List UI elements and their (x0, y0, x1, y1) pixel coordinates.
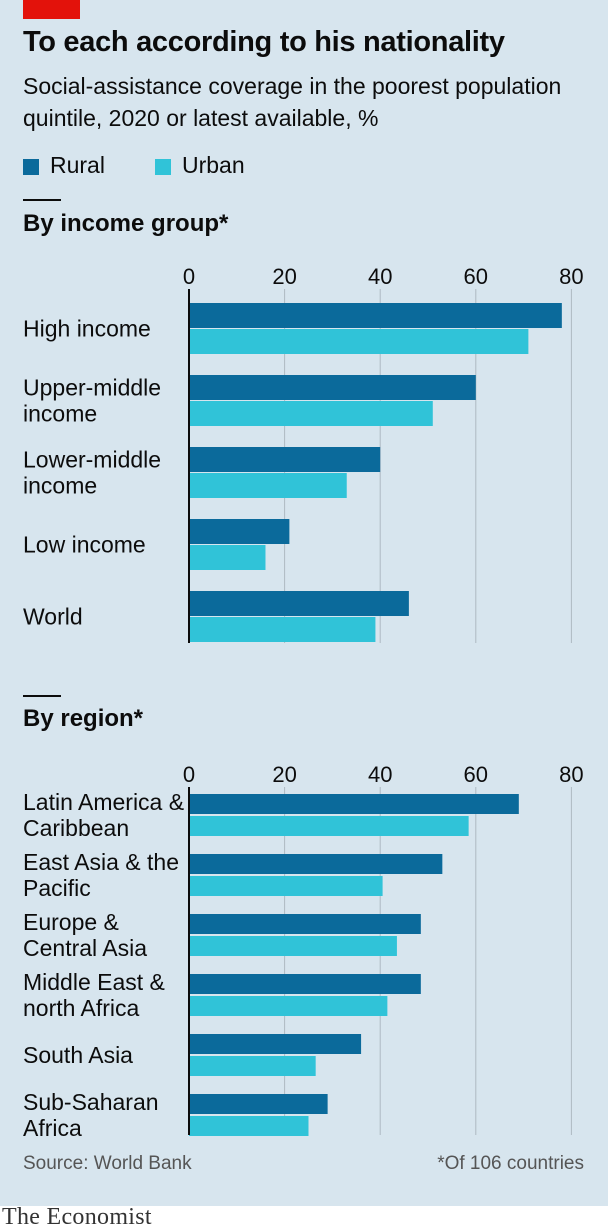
bar-urban-high-income (189, 329, 529, 354)
chart-card: To each according to his nationality Soc… (0, 0, 608, 1206)
category-label-south-asia: South Asia (23, 1042, 133, 1068)
tick-label-40: 40 (368, 762, 392, 787)
bar-urban-upper-middle-income (189, 401, 433, 426)
bar-urban-world (189, 617, 376, 642)
bar-urban-low-income (189, 545, 266, 570)
category-label-upper-middle-income: Upper-middle income (23, 375, 161, 427)
tick-label-80: 80 (559, 264, 583, 289)
legend-swatch-rural (23, 159, 39, 175)
bar-urban-east-asia-the-pacific (189, 876, 383, 896)
bar-rural-middle-east-north-africa (189, 974, 421, 994)
category-label-lower-middle-income: Lower-middle income (23, 447, 161, 499)
tick-label-20: 20 (272, 762, 296, 787)
footnote: *Of 106 countries (437, 1153, 584, 1174)
tick-label-0: 0 (183, 264, 195, 289)
category-label-middle-east-north-africa: Middle East & north Africa (23, 969, 165, 1021)
category-label-latin-america-caribbean: Latin America & Caribbean (23, 789, 184, 841)
bar-urban-south-asia (189, 1056, 316, 1076)
panel-rule-income (23, 199, 61, 201)
bar-rural-high-income (189, 303, 562, 328)
region-bar-chart: 0 20 40 60 80 Latin America & Caribbean East As… (23, 762, 584, 1141)
bar-urban-sub-saharan-africa (189, 1116, 309, 1136)
income-group-bar-chart: 0 20 40 60 80 High income Upper-middle income Lo… (23, 264, 584, 643)
category-label-low-income: Low income (23, 532, 146, 558)
tick-label-80: 80 (559, 762, 583, 787)
category-label-high-income: High income (23, 316, 151, 342)
bar-rural-upper-middle-income (189, 375, 476, 400)
category-label-sub-saharan-africa: Sub-Saharan Africa (23, 1089, 159, 1141)
bar-rural-east-asia-the-pacific (189, 854, 443, 874)
bar-rural-sub-saharan-africa (189, 1094, 328, 1114)
brand-red-tag (23, 0, 80, 19)
chart-title: To each according to his nationality (23, 26, 505, 58)
brand-wordmark: The Economist (2, 1204, 152, 1230)
legend-label-urban: Urban (182, 152, 245, 178)
tick-label-20: 20 (272, 264, 296, 289)
bar-rural-south-asia (189, 1034, 362, 1054)
panel-rule-region (23, 695, 61, 697)
bar-rural-europe-central-asia (189, 914, 421, 934)
tick-label-40: 40 (368, 264, 392, 289)
bar-rural-latin-america-caribbean (189, 794, 519, 814)
bar-urban-latin-america-caribbean (189, 816, 469, 836)
tick-label-60: 60 (464, 762, 488, 787)
category-label-east-asia-the-pacific: East Asia & the Pacific (23, 849, 179, 901)
legend-label-rural: Rural (50, 152, 105, 178)
category-label-europe-central-asia: Europe & Central Asia (23, 909, 147, 961)
bar-urban-europe-central-asia (189, 936, 397, 956)
panel-title-income: By income group* (23, 210, 229, 237)
source-note: Source: World Bank (23, 1153, 192, 1174)
tick-label-60: 60 (464, 264, 488, 289)
bar-urban-lower-middle-income (189, 473, 347, 498)
legend-swatch-urban (155, 159, 171, 175)
bar-rural-lower-middle-income (189, 447, 381, 472)
tick-label-0: 0 (183, 762, 195, 787)
bar-rural-world (189, 591, 409, 616)
panel-title-region: By region* (23, 705, 144, 732)
bar-rural-low-income (189, 519, 290, 544)
category-label-world: World (23, 604, 83, 630)
bar-urban-middle-east-north-africa (189, 996, 388, 1016)
chart-subtitle: Social-assistance coverage in the poores… (23, 73, 562, 131)
